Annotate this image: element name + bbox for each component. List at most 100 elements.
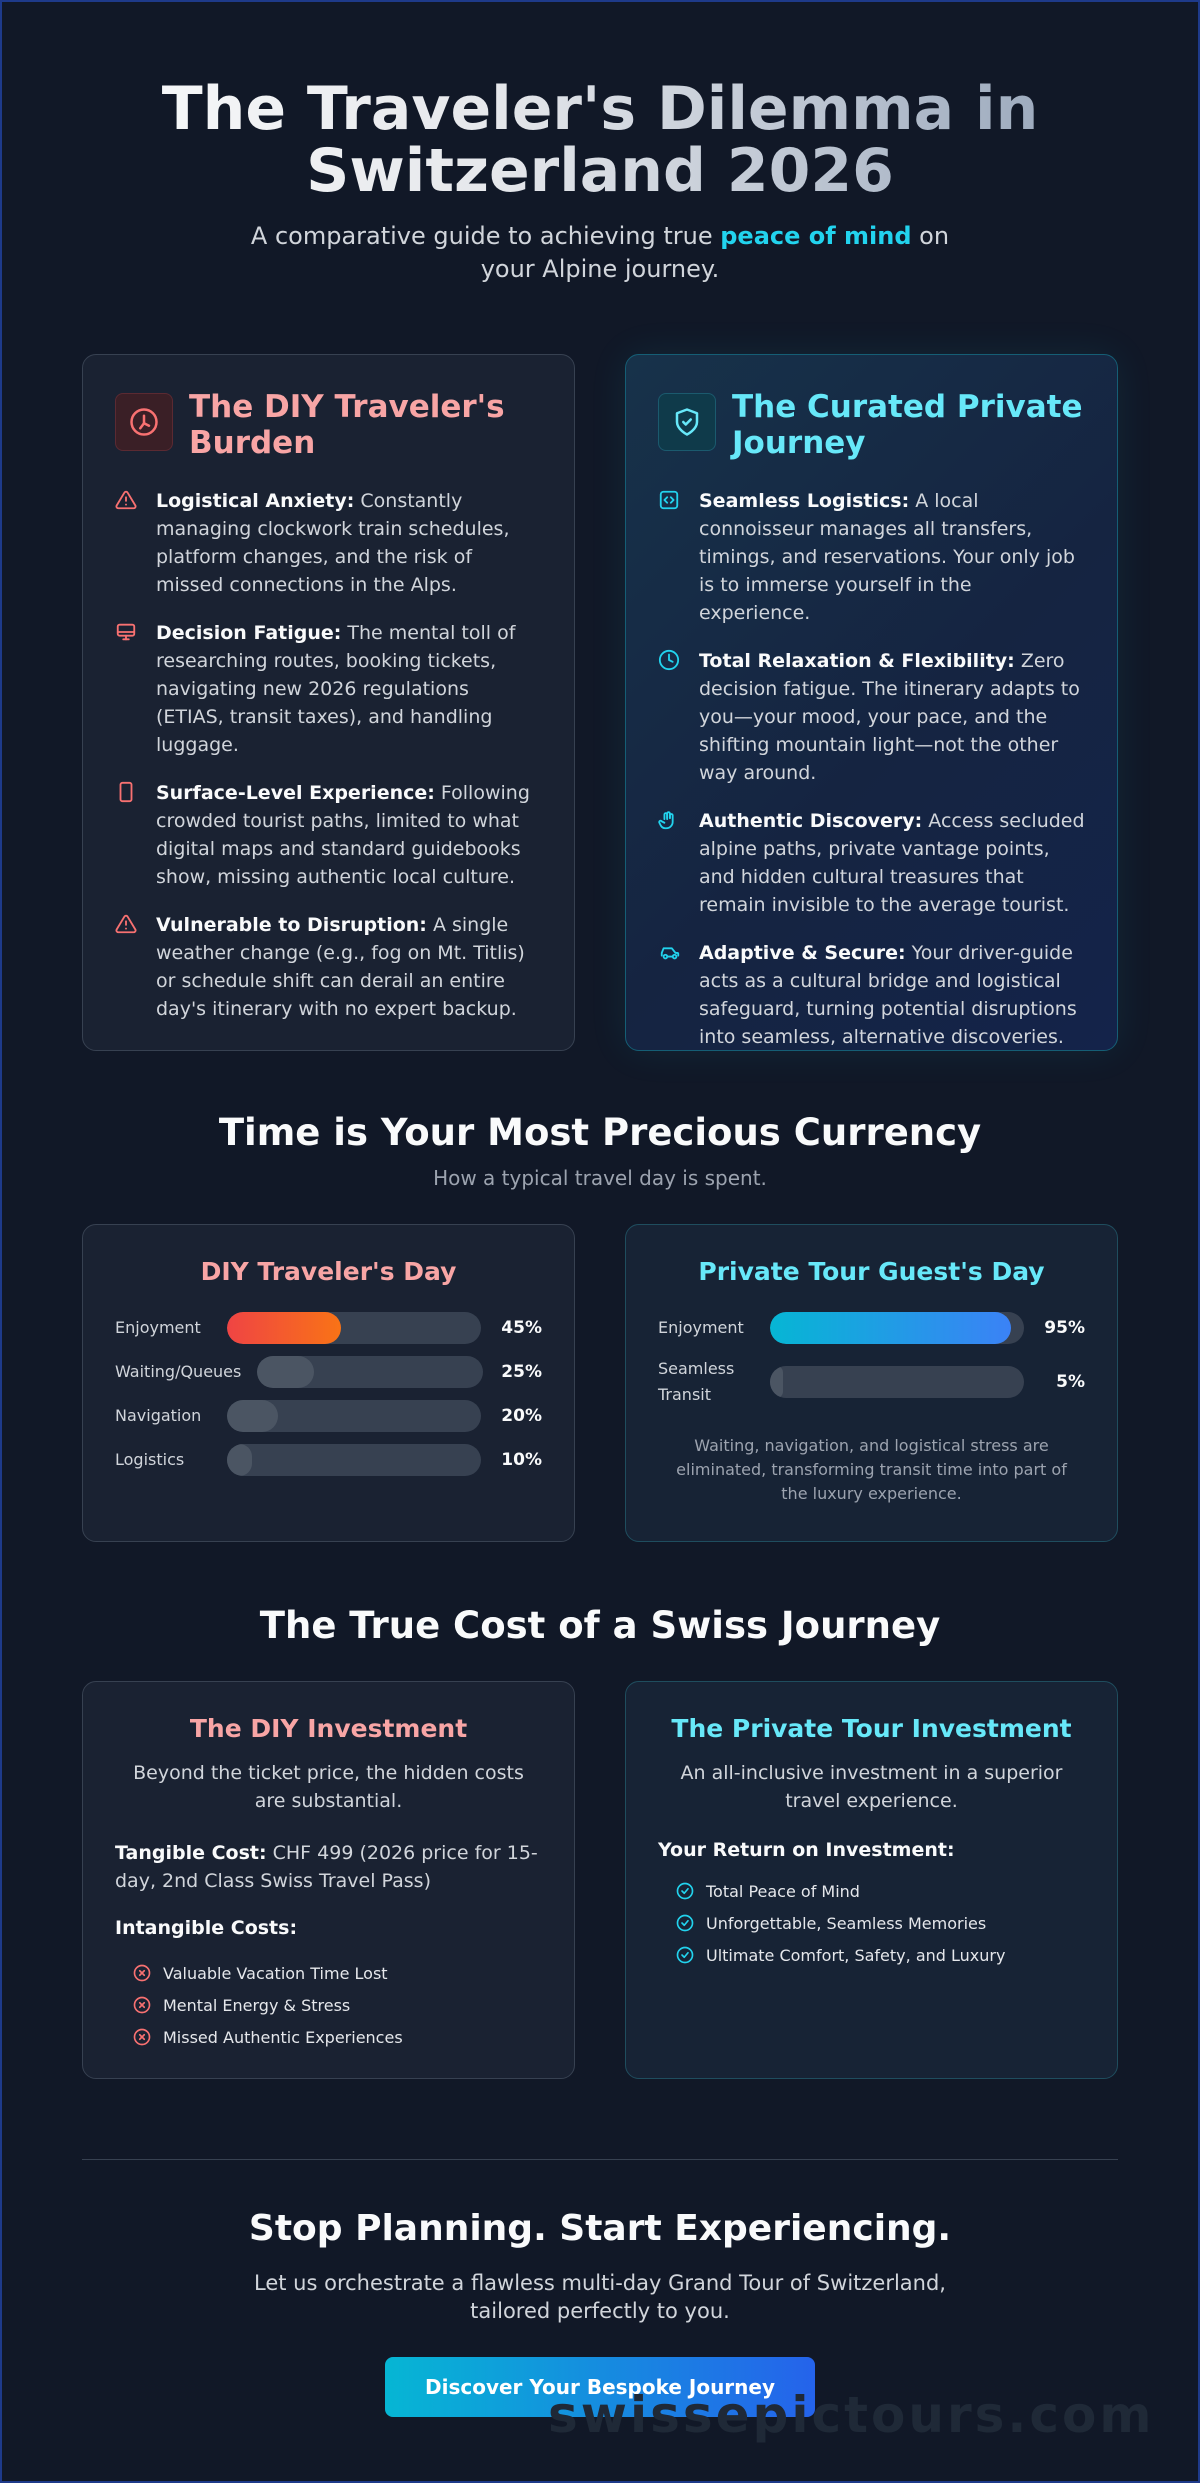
private-investment-card: The Private Tour Investment An all-inclu… <box>625 1681 1118 2079</box>
list-item: Ultimate Comfort, Safety, and Luxury <box>676 1939 1085 1971</box>
item-heading: Surface-Level Experience: <box>156 782 435 804</box>
check-circle-icon <box>676 1946 694 1964</box>
list-item: Seamless Logistics: A local connoisseur … <box>658 487 1085 627</box>
diy-bar-percent: 25% <box>501 1362 542 1382</box>
monitor-icon <box>115 621 139 647</box>
compass-icon <box>115 393 173 451</box>
item-label: Valuable Vacation Time Lost <box>163 1963 388 1983</box>
item-text: Authentic Discovery: Access secluded alp… <box>699 807 1085 919</box>
private-bar-fill <box>770 1366 783 1398</box>
item-label: Unforgettable, Seamless Memories <box>706 1913 987 1933</box>
diy-bar-row: Navigation 20% <box>115 1400 542 1432</box>
list-item: Missed Authentic Experiences <box>133 2021 542 2053</box>
time-section: Time is Your Most Precious Currency How … <box>82 1111 1118 1542</box>
diy-bar-percent: 20% <box>501 1406 542 1426</box>
item-body: A single weather change (e.g., fog on Mt… <box>156 914 525 1020</box>
hero: The Traveler's Dilemma in Switzerland 20… <box>82 0 1118 286</box>
item-body: Zero decision fatigue. The itinerary ada… <box>699 650 1080 784</box>
private-bar-row: Enjoyment 95% <box>658 1312 1085 1344</box>
item-text: Vulnerable to Disruption: A single weath… <box>156 911 542 1023</box>
private-bar-track <box>770 1366 1024 1398</box>
private-bar-row: Seamless Transit 5% <box>658 1356 1085 1408</box>
diy-bar-fill <box>257 1356 314 1388</box>
cta-text: Let us orchestrate a flawless multi-day … <box>254 2271 946 2323</box>
list-item: Adaptive & Secure: Your driver-guide act… <box>658 939 1085 1051</box>
item-heading: Authentic Discovery: <box>699 810 923 832</box>
private-investment-title: The Private Tour Investment <box>671 1714 1072 1743</box>
diy-investment-card: The DIY Investment Beyond the ticket pri… <box>82 1681 575 2079</box>
private-day-bars: Enjoyment 95% Seamless Transit 5% <box>658 1312 1085 1408</box>
item-text: Decision Fatigue: The mental toll of res… <box>156 619 542 759</box>
diy-day-card: DIY Traveler's Day Enjoyment 45% Waiting/Q… <box>82 1224 575 1542</box>
item-text: Seamless Logistics: A local connoisseur … <box>699 487 1085 627</box>
list-item: Mental Energy & Stress <box>133 1989 542 2021</box>
private-day-note: Waiting, navigation, and logistical stre… <box>676 1436 1067 1503</box>
list-item: Unforgettable, Seamless Memories <box>676 1907 1085 1939</box>
page-title: The Traveler's Dilemma in Switzerland 20… <box>82 78 1118 202</box>
diy-bar-percent: 10% <box>501 1450 542 1470</box>
title-line-1: The Traveler's Dilemma in <box>161 74 1039 144</box>
item-heading: Vulnerable to Disruption: <box>156 914 427 936</box>
item-text: Logistical Anxiety: Constantly managing … <box>156 487 542 599</box>
diy-bar-track <box>227 1444 481 1476</box>
list-item: Authentic Discovery: Access secluded alp… <box>658 807 1085 919</box>
list-item: Vulnerable to Disruption: A single weath… <box>115 911 542 1023</box>
cost-heading: The True Cost of a Swiss Journey <box>259 1604 941 1647</box>
item-body: Following crowded tourist paths, limited… <box>156 782 530 888</box>
car-icon <box>658 941 682 967</box>
private-day-card: Private Tour Guest's Day Enjoyment 95% Sea… <box>625 1224 1118 1542</box>
tangible-cost: Tangible Cost: CHF 499 (2026 price for 1… <box>115 1839 542 1895</box>
time-subheading: How a typical travel day is spent. <box>433 1166 767 1190</box>
diy-bar-fill <box>227 1312 342 1344</box>
diy-investment-title: The DIY Investment <box>189 1714 468 1743</box>
diy-bar-label: Logistics <box>115 1450 185 1469</box>
item-text: Surface-Level Experience: Following crow… <box>156 779 542 891</box>
tangible-text: CHF 499 (2026 price for 15-day, 2nd Clas… <box>115 1842 538 1892</box>
cta-heading: Stop Planning. Start Experiencing. <box>248 2208 952 2249</box>
section-divider <box>82 2159 1118 2160</box>
curated-journey-card: The Curated Private Journey Seamless Log… <box>625 354 1118 1051</box>
list-item: Logistical Anxiety: Constantly managing … <box>115 487 542 599</box>
item-body: Your driver-guide acts as a cultural bri… <box>699 942 1077 1048</box>
diy-card-header: The DIY Traveler's Burden <box>115 389 542 461</box>
roi-list: Total Peace of Mind Unforgettable, Seaml… <box>658 1875 1085 1971</box>
tangible-label: Tangible Cost: <box>115 1842 267 1864</box>
curated-item-list: Seamless Logistics: A local connoisseur … <box>658 487 1085 1051</box>
item-text: Adaptive & Secure: Your driver-guide act… <box>699 939 1085 1051</box>
item-label: Total Peace of Mind <box>706 1881 860 1901</box>
list-item: Total Peace of Mind <box>676 1875 1085 1907</box>
private-day-title: Private Tour Guest's Day <box>698 1257 1045 1286</box>
diy-day-bars: Enjoyment 45% Waiting/Queues 25% Navigation 2… <box>115 1312 542 1476</box>
diy-bar-fill <box>227 1400 278 1432</box>
check-circle-icon <box>676 1914 694 1932</box>
x-circle-icon <box>133 1964 151 1982</box>
item-heading: Adaptive & Secure: <box>699 942 906 964</box>
item-heading: Total Relaxation & Flexibility: <box>699 650 1015 672</box>
title-line-2: Switzerland 2026 <box>306 136 894 206</box>
roi-label: Your Return on Investment: <box>658 1839 955 1861</box>
subtitle-highlight: peace of mind <box>720 222 912 250</box>
list-item: Valuable Vacation Time Lost <box>133 1957 542 1989</box>
diy-bar-track <box>257 1356 483 1388</box>
diy-bar-label: Navigation <box>115 1406 202 1425</box>
private-bar-label: Enjoyment <box>658 1318 744 1337</box>
comparison-section: The DIY Traveler's Burden Logistical Anx… <box>82 354 1118 1051</box>
watermark: swissepictours.com <box>548 2386 1155 2444</box>
item-body: The mental toll of researching routes, b… <box>156 622 516 756</box>
hand-icon <box>658 809 682 835</box>
item-heading: Seamless Logistics: <box>699 490 910 512</box>
list-item: Surface-Level Experience: Following crow… <box>115 779 542 891</box>
curated-card-title: The Curated Private Journey <box>732 389 1083 461</box>
private-bar-label: Seamless Transit <box>658 1359 735 1404</box>
private-bar-track <box>770 1312 1024 1344</box>
time-heading: Time is Your Most Precious Currency <box>218 1111 982 1154</box>
intangible-label: Intangible Costs: <box>115 1917 298 1939</box>
item-body: Constantly managing clockwork train sche… <box>156 490 510 596</box>
private-bar-percent: 95% <box>1044 1318 1085 1338</box>
diy-bar-label: Waiting/Queues <box>115 1362 242 1381</box>
item-label: Mental Energy & Stress <box>163 1995 351 2015</box>
discover-journey-button[interactable]: Discover Your Bespoke Journey <box>385 2357 815 2417</box>
private-bar-fill <box>770 1312 1012 1344</box>
diy-investment-intro: Beyond the ticket price, the hidden cost… <box>133 1762 524 1812</box>
diy-bar-track <box>227 1312 481 1344</box>
